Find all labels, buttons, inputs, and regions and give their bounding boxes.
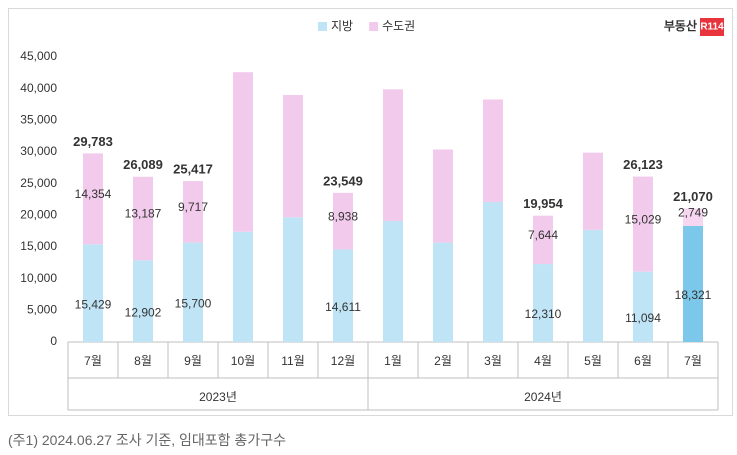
bar-segment xyxy=(433,242,453,342)
data-label: 15,429 xyxy=(75,297,112,311)
x-tick-label: 12월 xyxy=(331,354,355,368)
bar-segment xyxy=(633,271,653,342)
bar-segment xyxy=(133,260,153,342)
bar-segment xyxy=(683,208,703,226)
bar-segment xyxy=(233,231,253,342)
bar-segment xyxy=(283,217,303,342)
y-tick-label: 25,000 xyxy=(20,176,57,190)
data-label: 7,644 xyxy=(528,228,558,242)
x-tick-label: 9월 xyxy=(184,354,202,368)
bar-segment xyxy=(483,99,503,203)
y-tick-label: 20,000 xyxy=(20,208,57,222)
bar-segment xyxy=(433,149,453,243)
y-tick-label: 45,000 xyxy=(20,49,57,63)
y-tick-label: 40,000 xyxy=(20,81,57,95)
group-label: 2024년 xyxy=(524,390,562,404)
group-label: 2023년 xyxy=(199,390,237,404)
y-tick-label: 15,000 xyxy=(20,239,57,253)
chart-frame xyxy=(8,8,733,416)
x-tick-label: 1월 xyxy=(384,354,402,368)
data-label: 9,717 xyxy=(178,200,208,214)
data-label: 2,749 xyxy=(678,205,708,219)
x-tick-label: 2월 xyxy=(434,354,452,368)
data-label: 12,310 xyxy=(525,307,562,321)
bar-segment xyxy=(83,153,103,245)
footnote: (주1) 2024.06.27 조사 기준, 임대포함 총가구수 xyxy=(8,432,286,448)
logo-badge: R114 xyxy=(700,22,724,33)
legend-swatch xyxy=(369,22,379,31)
bar-segment xyxy=(233,72,253,232)
total-label: 29,783 xyxy=(73,134,113,149)
total-label: 25,417 xyxy=(173,161,213,176)
logo-text: 부동산 xyxy=(664,18,697,33)
data-label: 18,321 xyxy=(675,288,712,302)
x-tick-label: 7월 xyxy=(84,354,102,368)
y-tick-label: 0 xyxy=(50,334,57,348)
logo-badge-box xyxy=(700,18,724,36)
bar-segment xyxy=(333,249,353,342)
legend-label: 지방 xyxy=(331,19,353,33)
bar-segment xyxy=(283,95,303,218)
x-tick-label: 4월 xyxy=(534,354,552,368)
data-label: 14,354 xyxy=(75,187,112,201)
x-tick-label: 11월 xyxy=(281,354,305,368)
y-tick-label: 5,000 xyxy=(27,303,57,317)
bar-segment xyxy=(183,242,203,342)
data-label: 14,611 xyxy=(325,300,361,314)
bar-segment xyxy=(683,225,703,342)
total-label: 21,070 xyxy=(673,189,713,204)
bar-segment xyxy=(183,181,203,243)
legend-swatch xyxy=(318,22,327,31)
data-label: 8,938 xyxy=(328,209,358,223)
bar-segment xyxy=(583,152,603,230)
x-tick-label: 7월 xyxy=(684,354,702,368)
total-label: 26,123 xyxy=(623,157,663,172)
y-tick-label: 30,000 xyxy=(20,144,57,158)
x-tick-label: 3월 xyxy=(484,354,502,368)
data-label: 15,700 xyxy=(175,296,212,310)
bar-segment xyxy=(583,229,603,342)
data-label: 15,029 xyxy=(625,212,662,226)
bar-segment xyxy=(383,89,403,222)
x-tick-label: 10월 xyxy=(231,354,255,368)
bar-segment xyxy=(483,202,503,342)
x-tick-label: 8월 xyxy=(134,354,152,368)
bar-segment xyxy=(533,215,553,265)
bar-segment xyxy=(383,221,403,342)
bar-segment xyxy=(83,244,103,342)
x-tick-label: 6월 xyxy=(634,354,652,368)
bar-segment xyxy=(333,192,353,250)
y-tick-label: 35,000 xyxy=(20,113,57,127)
total-label: 23,549 xyxy=(323,173,363,188)
bar-segment xyxy=(533,264,553,342)
bar-segment xyxy=(133,176,153,261)
x-tick-label: 5월 xyxy=(584,354,602,368)
y-tick-label: 10,000 xyxy=(20,271,57,285)
bar-segment xyxy=(633,176,653,272)
total-label: 26,089 xyxy=(123,157,163,172)
chart: 부동산 R114 0 5,000 10,000 15,000 20,000 25,000 3… xyxy=(8,8,733,416)
data-label: 13,187 xyxy=(125,207,162,221)
legend-label: 수도권 xyxy=(382,19,415,33)
data-label: 11,094 xyxy=(625,311,661,325)
data-label: 12,902 xyxy=(125,305,162,319)
total-label: 19,954 xyxy=(523,196,564,211)
